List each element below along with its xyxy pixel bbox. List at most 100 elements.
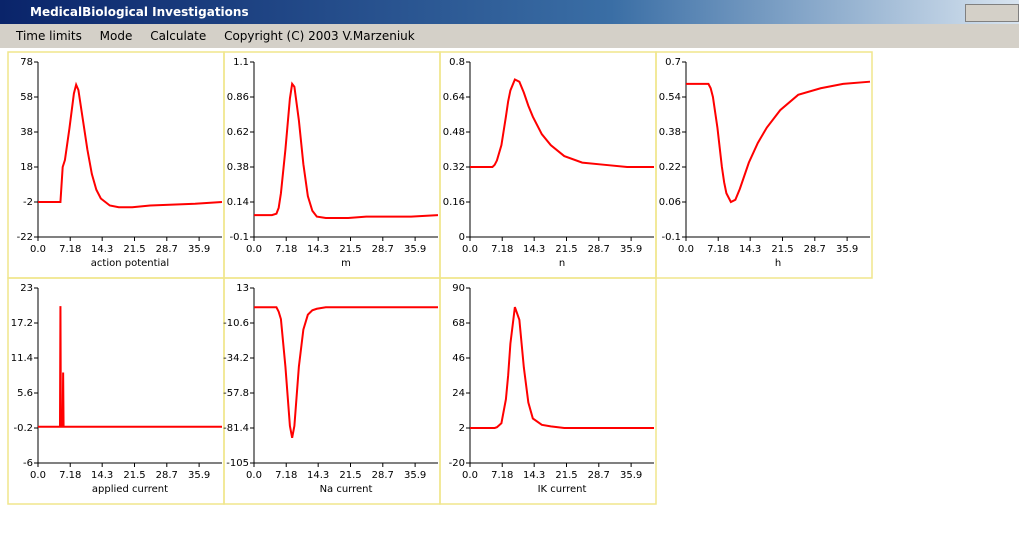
x-tick-label: 28.7: [156, 470, 178, 481]
y-tick-label: -0.2: [13, 423, 33, 434]
y-tick-label: -81.4: [223, 423, 249, 434]
y-tick-label: 5.6: [17, 388, 33, 399]
x-tick-label: 7.18: [491, 244, 513, 255]
y-tick-label: 68: [452, 318, 465, 329]
x-tick-label: 21.5: [339, 244, 361, 255]
menu-item[interactable]: Time limits: [16, 29, 82, 43]
x-tick-label: 21.5: [339, 470, 361, 481]
y-tick-label: 0.32: [443, 162, 465, 173]
x-tick-label: 28.7: [156, 244, 178, 255]
y-tick-label: 24: [452, 388, 465, 399]
y-tick-label: 0.06: [659, 197, 681, 208]
y-tick-label: 46: [452, 353, 465, 364]
y-tick-label: -2: [23, 197, 33, 208]
title-bar: MedicalBiological Investigations: [0, 0, 1019, 24]
y-tick-label: 0.86: [227, 92, 249, 103]
x-tick-label: 7.18: [59, 244, 81, 255]
x-tick-label: 0.0: [30, 470, 46, 481]
panel-border: [439, 277, 657, 505]
y-tick-label: 38: [20, 127, 33, 138]
x-tick-label: 7.18: [275, 244, 297, 255]
x-tick-label: 14.3: [523, 470, 545, 481]
x-tick-label: 35.9: [188, 244, 210, 255]
y-tick-label: 0.48: [443, 127, 465, 138]
y-tick-label: 0.38: [659, 127, 681, 138]
y-tick-label: -22: [17, 232, 33, 243]
y-tick-label: -0.1: [661, 232, 681, 243]
x-tick-label: 35.9: [620, 470, 642, 481]
x-tick-label: 28.7: [588, 244, 610, 255]
x-tick-label: 14.3: [307, 470, 329, 481]
y-tick-label: 2: [459, 423, 465, 434]
x-tick-label: 0.0: [462, 470, 478, 481]
y-tick-label: 0.16: [443, 197, 465, 208]
x-axis-title: h: [775, 258, 781, 269]
y-tick-label: -20: [449, 458, 465, 469]
y-tick-label: 13: [236, 283, 249, 294]
data-line: [38, 81, 223, 209]
data-line: [686, 80, 871, 204]
y-tick-label: 0.38: [227, 162, 249, 173]
x-tick-label: 35.9: [404, 470, 426, 481]
x-tick-label: 21.5: [123, 470, 145, 481]
y-tick-label: 11.4: [11, 353, 33, 364]
y-tick-label: 0.7: [665, 57, 681, 68]
x-axis-title: Na current: [320, 484, 373, 495]
data-line: [254, 306, 438, 438]
x-tick-label: 0.0: [246, 470, 262, 481]
x-tick-label: 0.0: [30, 244, 46, 255]
x-axis-title: IK current: [538, 484, 587, 495]
x-tick-label: 7.18: [275, 470, 297, 481]
y-tick-label: 0: [459, 232, 465, 243]
panel-border: [655, 51, 873, 279]
x-tick-label: 14.3: [91, 470, 113, 481]
plots: -22 -2 18 38 58 78 0.0 7.18 14.3 21.5 28.7 35.9 acti…: [7, 51, 873, 505]
x-tick-label: 28.7: [804, 244, 826, 255]
y-tick-label: 58: [20, 92, 33, 103]
x-axis-title: applied current: [92, 484, 168, 495]
y-tick-label: -6: [23, 458, 33, 469]
x-tick-label: 7.18: [59, 470, 81, 481]
y-tick-label: 0.64: [443, 92, 465, 103]
y-tick-label: -10.6: [223, 318, 249, 329]
y-tick-label: 90: [452, 283, 465, 294]
x-axis-title: n: [559, 258, 565, 269]
menu-bar: Time limits Mode Calculate Copyright (C)…: [0, 24, 1019, 48]
x-tick-label: 14.3: [307, 244, 329, 255]
y-tick-label: 0.54: [659, 92, 681, 103]
data-line: [470, 78, 654, 168]
y-tick-label: 0.14: [227, 197, 249, 208]
x-tick-label: 28.7: [372, 244, 394, 255]
x-tick-label: 7.18: [707, 244, 729, 255]
y-tick-label: 18: [20, 162, 33, 173]
x-tick-label: 0.0: [462, 244, 478, 255]
x-tick-label: 14.3: [91, 244, 113, 255]
y-tick-label: 0.22: [659, 162, 681, 173]
x-tick-label: 35.9: [404, 244, 426, 255]
x-tick-label: 7.18: [491, 470, 513, 481]
x-axis-title: action potential: [91, 258, 169, 269]
data-line: [470, 306, 654, 429]
x-tick-label: 14.3: [739, 244, 761, 255]
y-tick-label: 23: [20, 283, 33, 294]
x-tick-label: 35.9: [620, 244, 642, 255]
x-tick-label: 0.0: [678, 244, 694, 255]
window-controls[interactable]: [965, 4, 1019, 22]
y-tick-label: -34.2: [223, 353, 249, 364]
y-tick-label: -0.1: [229, 232, 249, 243]
x-tick-label: 14.3: [523, 244, 545, 255]
y-tick-label: 1.1: [233, 57, 249, 68]
window-title: MedicalBiological Investigations: [30, 5, 249, 19]
x-tick-label: 21.5: [555, 244, 577, 255]
menu-item[interactable]: Copyright (C) 2003 V.Marzeniuk: [224, 29, 415, 43]
x-tick-label: 35.9: [836, 244, 858, 255]
y-tick-label: -105: [226, 458, 249, 469]
x-tick-label: 21.5: [123, 244, 145, 255]
x-tick-label: 21.5: [555, 470, 577, 481]
menu-item[interactable]: Mode: [99, 29, 133, 43]
x-axis-title: m: [341, 258, 351, 269]
menu-item[interactable]: Calculate: [150, 29, 207, 43]
y-tick-label: 17.2: [11, 318, 33, 329]
y-tick-label: 0.8: [449, 57, 465, 68]
